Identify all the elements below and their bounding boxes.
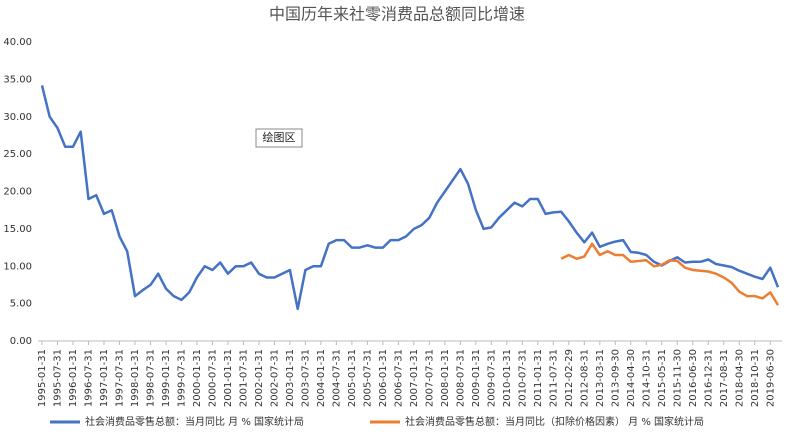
x-tick-label: 2004-07-31 — [331, 349, 342, 407]
x-tick-label: 2015-05-31 — [657, 349, 668, 407]
x-tick-label: 1999-01-31 — [161, 349, 172, 407]
x-tick-label: 2010-01-31 — [502, 349, 513, 407]
y-tick-label: 10.00 — [3, 261, 32, 272]
x-tick-label: 2013-09-30 — [610, 349, 621, 407]
x-tick-label: 2018-10-31 — [750, 349, 761, 407]
x-tick-label: 2017-08-31 — [719, 349, 730, 407]
x-tick-label: 2004-01-31 — [316, 349, 327, 407]
x-tick-label: 1996-01-31 — [68, 349, 79, 407]
x-tick-label: 2000-01-31 — [192, 349, 203, 407]
x-tick-label: 1996-07-31 — [83, 349, 94, 407]
y-tick-label: 15.00 — [3, 224, 32, 235]
x-tick-label: 1998-01-31 — [130, 349, 141, 407]
x-tick-label: 2019-06-30 — [765, 349, 776, 407]
y-tick-label: 20.00 — [3, 187, 32, 198]
x-tick-label: 2007-07-31 — [424, 349, 435, 407]
x-tick-label: 2009-01-31 — [471, 349, 482, 407]
x-tick-label: 2002-01-31 — [254, 349, 265, 407]
legend-label: 社会消费品零售总额：当月同比 月 % 国家统计局 — [85, 415, 304, 428]
y-tick-label: 25.00 — [3, 149, 32, 160]
x-tick-label: 2012-08-31 — [579, 349, 590, 407]
x-tick-label: 2008-07-31 — [455, 349, 466, 407]
x-tick-label: 2003-01-31 — [285, 349, 296, 407]
y-tick-label: 40.00 — [3, 37, 32, 48]
y-tick-label: 35.00 — [3, 74, 32, 85]
series-line — [40, 85, 780, 311]
x-tick-label: 2006-07-31 — [393, 349, 404, 407]
x-tick-label: 2011-07-31 — [548, 349, 559, 407]
series-line — [560, 242, 780, 306]
x-tick-label: 2011-01-31 — [533, 349, 544, 407]
y-tick-label: 0.00 — [10, 336, 32, 347]
x-tick-label: 2000-07-31 — [207, 349, 218, 407]
tooltip-box — [255, 128, 303, 148]
x-tick-label: 2007-01-31 — [409, 349, 420, 407]
x-tick-label: 2012-02-29 — [564, 349, 575, 407]
legend-label: 社会消费品零售总额：当月同比（扣除价格因素） 月 % 国家统计局 — [405, 415, 704, 428]
y-tick-label: 5.00 — [10, 299, 32, 310]
x-tick-label: 2015-11-30 — [672, 349, 683, 407]
y-tick-label: 30.00 — [3, 112, 32, 123]
x-tick-label: 2016-12-31 — [703, 349, 714, 407]
x-tick-label: 2010-07-31 — [517, 349, 528, 407]
x-tick-label: 2014-04-30 — [626, 349, 637, 407]
x-tick-label: 2005-07-31 — [362, 349, 373, 407]
x-tick-label: 2006-01-31 — [378, 349, 389, 407]
x-tick-label: 2018-04-30 — [734, 349, 745, 407]
x-tick-label: 2001-01-31 — [223, 349, 234, 407]
x-tick-label: 2003-07-31 — [300, 349, 311, 407]
x-tick-label: 2002-07-31 — [269, 349, 280, 407]
chart-title: 中国历年来社零消费品总额同比增速 — [269, 5, 525, 24]
x-tick-label: 1995-07-31 — [52, 349, 63, 407]
x-tick-label: 1995-01-31 — [37, 349, 48, 407]
x-tick-label: 1997-07-31 — [114, 349, 125, 407]
x-tick-label: 2016-06-30 — [688, 349, 699, 407]
x-tick-label: 1997-01-31 — [99, 349, 110, 407]
x-tick-label: 1998-07-31 — [145, 349, 156, 407]
x-tick-label: 2014-10-31 — [641, 349, 652, 407]
x-tick-label: 2013-03-31 — [595, 349, 606, 407]
x-tick-label: 1999-07-31 — [176, 349, 187, 407]
x-tick-label: 2008-01-31 — [440, 349, 451, 407]
x-tick-label: 2001-07-31 — [238, 349, 249, 407]
x-tick-label: 2005-01-31 — [347, 349, 358, 407]
x-tick-label: 2009-07-31 — [486, 349, 497, 407]
tooltip: 绘图区 — [263, 130, 296, 144]
